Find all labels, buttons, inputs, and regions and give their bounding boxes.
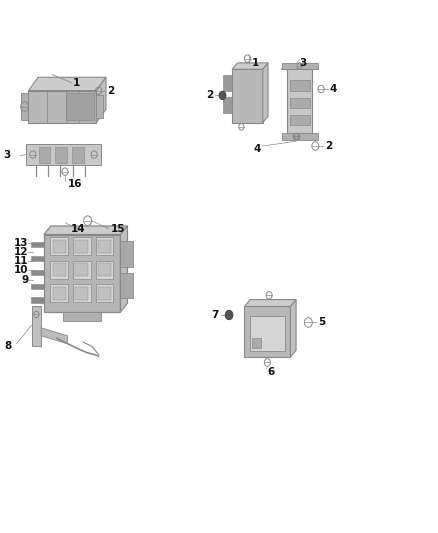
Text: 9: 9 [21,276,28,285]
Polygon shape [98,240,111,253]
Polygon shape [31,256,44,261]
Polygon shape [75,263,88,276]
Polygon shape [96,284,113,302]
Text: 6: 6 [267,367,275,376]
Polygon shape [73,237,91,255]
Polygon shape [50,284,68,302]
Polygon shape [232,63,268,69]
Polygon shape [50,261,68,279]
Text: 2: 2 [206,91,214,100]
Text: 11: 11 [14,256,28,265]
Polygon shape [244,306,290,357]
Text: 2: 2 [325,141,332,151]
Text: 7: 7 [212,310,219,320]
Circle shape [219,91,226,100]
Polygon shape [290,80,310,91]
Text: 14: 14 [71,224,85,233]
Polygon shape [31,284,44,289]
Polygon shape [73,261,91,279]
Polygon shape [232,69,263,123]
Polygon shape [120,226,127,312]
Text: 3: 3 [4,150,11,159]
Polygon shape [98,287,111,300]
Polygon shape [63,312,101,321]
Text: 15: 15 [110,224,125,233]
Polygon shape [75,287,88,300]
Text: 12: 12 [14,247,28,256]
Polygon shape [263,63,268,123]
Polygon shape [53,287,66,300]
Polygon shape [290,115,310,125]
Polygon shape [282,133,318,140]
Polygon shape [28,77,106,91]
Polygon shape [223,97,232,113]
Polygon shape [244,300,296,306]
Text: 3: 3 [299,58,307,68]
Polygon shape [55,147,67,163]
Polygon shape [96,95,103,118]
Polygon shape [39,147,50,163]
Text: 2: 2 [107,86,114,95]
Text: 4: 4 [329,84,337,94]
Text: 8: 8 [4,342,12,351]
Polygon shape [96,77,106,123]
Polygon shape [96,261,113,279]
Text: 1: 1 [251,58,259,68]
Polygon shape [53,240,66,253]
Polygon shape [32,306,41,346]
Polygon shape [287,69,312,133]
Polygon shape [50,237,68,255]
Polygon shape [26,144,101,165]
Text: 10: 10 [14,265,28,274]
Text: 13: 13 [14,238,28,247]
Polygon shape [44,226,127,235]
Polygon shape [120,241,133,266]
Polygon shape [21,93,28,120]
Polygon shape [31,242,44,247]
Text: 16: 16 [68,180,82,189]
Polygon shape [120,273,133,298]
Circle shape [225,310,233,320]
Polygon shape [66,93,94,120]
Polygon shape [44,235,120,312]
Polygon shape [72,147,84,163]
Polygon shape [73,284,91,302]
Polygon shape [98,263,111,276]
Polygon shape [252,338,261,348]
Text: 4: 4 [253,144,261,154]
Polygon shape [31,270,44,275]
Polygon shape [250,316,285,351]
Polygon shape [41,328,67,344]
Polygon shape [282,63,318,69]
Polygon shape [290,98,310,108]
Polygon shape [28,91,96,123]
Polygon shape [223,75,232,91]
Polygon shape [96,237,113,255]
Polygon shape [31,297,44,303]
Text: 5: 5 [318,318,325,327]
Text: 1: 1 [73,78,81,87]
Polygon shape [75,240,88,253]
Polygon shape [53,263,66,276]
Polygon shape [290,300,296,357]
